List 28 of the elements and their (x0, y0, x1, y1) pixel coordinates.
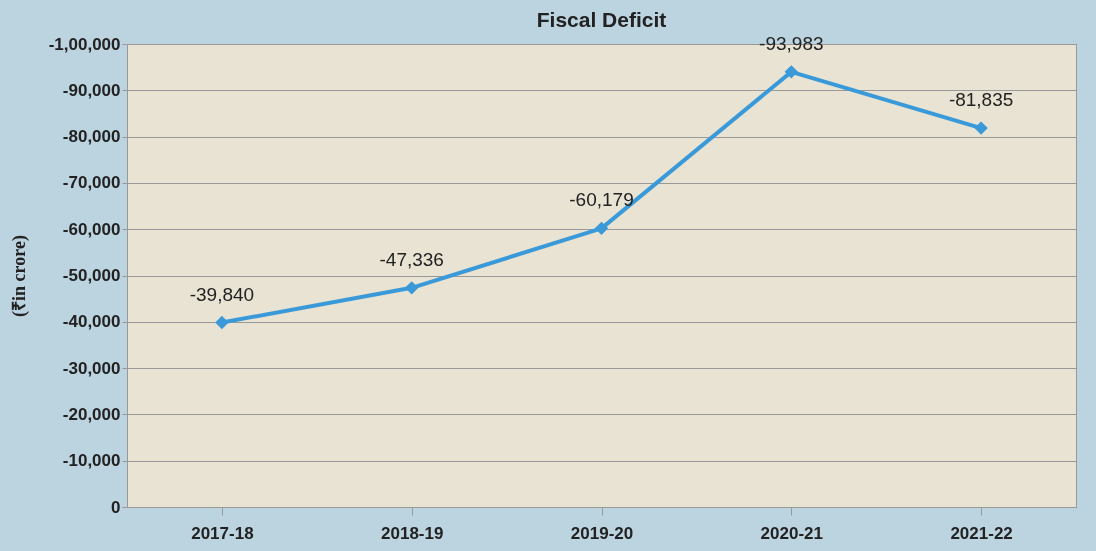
y-tick-label: -1,00,000 (48, 34, 121, 54)
data-label: -60,179 (569, 189, 634, 211)
x-tick-label: 2020-21 (760, 523, 823, 543)
y-tick-label: -60,000 (62, 219, 121, 239)
y-tick-label: -90,000 (62, 80, 121, 100)
y-tick-label: -40,000 (62, 312, 121, 332)
x-tick-label: 2017-18 (191, 523, 254, 543)
y-tick-label: -70,000 (62, 173, 121, 193)
point (974, 121, 988, 135)
y-tick-label: -80,000 (62, 127, 121, 147)
chart-title: Fiscal Deficit (536, 7, 667, 31)
point (215, 315, 229, 330)
point (784, 65, 799, 79)
y-tick-label: -20,000 (62, 404, 121, 424)
y-tick-label: -50,000 (62, 266, 121, 285)
y-tick-label: -10,000 (62, 451, 121, 471)
point (594, 221, 609, 236)
data-label: -39,840 (189, 283, 255, 305)
data-label: -93,983 (759, 32, 824, 54)
point (404, 281, 419, 295)
y-tick-label: -30,000 (62, 358, 121, 378)
y-axis-title: (₹in crore) (8, 235, 30, 317)
x-tick-label: 2018-19 (381, 523, 444, 543)
data-label: -47,336 (379, 248, 444, 270)
y-tick-label: 0 (111, 497, 121, 517)
data-label: -81,835 (948, 89, 1014, 111)
x-tick-label: 2021-22 (950, 523, 1013, 543)
x-tick-label: 2019-20 (570, 523, 634, 543)
